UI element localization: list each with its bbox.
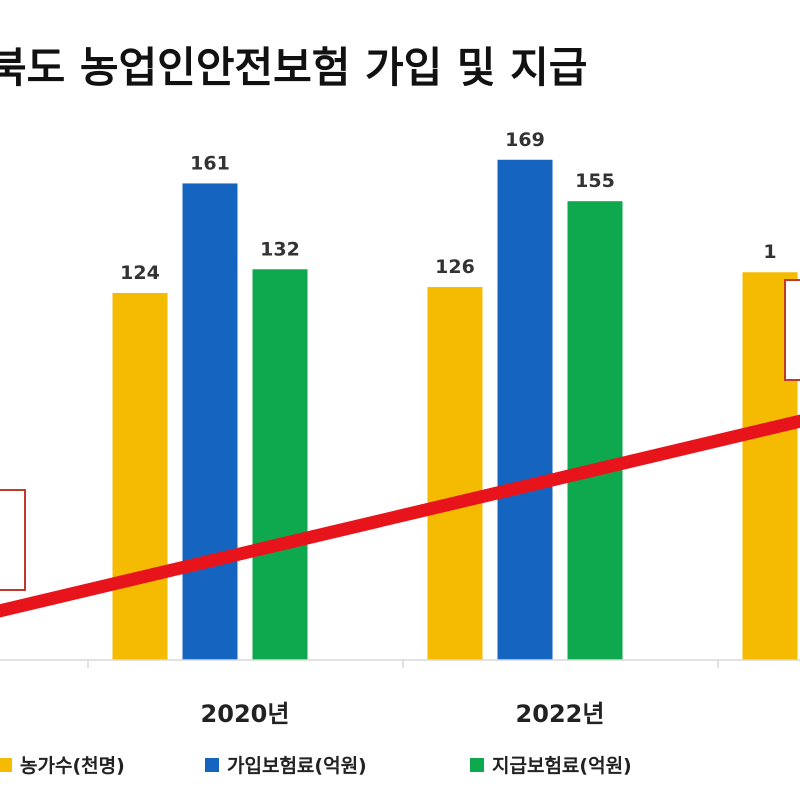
legend-swatch-0 xyxy=(0,758,12,772)
legend-label-2: 지급보험료(억원) xyxy=(492,755,632,777)
value-label-1-1: 161 xyxy=(190,152,230,174)
chart-title: 북도 농업인안전보험 가입 및 지급 xyxy=(0,43,587,92)
value-label-0-3: 1 xyxy=(763,241,776,263)
bar-2-1 xyxy=(252,269,308,660)
annotation-box-left xyxy=(0,489,26,591)
value-label-2-1: 132 xyxy=(260,238,300,260)
bar-2-2 xyxy=(567,201,623,660)
value-label-0-1: 124 xyxy=(120,262,160,284)
value-label-2-2: 155 xyxy=(575,170,615,192)
category-label-2: 2022년 xyxy=(516,700,605,728)
category-labels-layer: 2020년 2022년 xyxy=(87,660,719,728)
annotation-layer xyxy=(0,279,800,591)
trend-line-layer xyxy=(0,414,800,618)
bar-0-1 xyxy=(112,292,168,660)
legend-swatch-2 xyxy=(470,758,484,772)
bars-layer xyxy=(112,159,798,660)
value-label-0-2: 126 xyxy=(435,256,475,278)
legend-swatch-1 xyxy=(205,758,219,772)
legend-label-1: 가입보험료(억원) xyxy=(227,755,367,777)
category-label-1: 2020년 xyxy=(201,700,290,728)
legend-label-0: 농가수(천명) xyxy=(20,755,125,777)
bar-1-1 xyxy=(182,183,238,660)
annotation-box-right xyxy=(784,279,800,381)
bar-1-2 xyxy=(497,159,553,660)
legend: 농가수(천명) 가입보험료(억원) 지급보험료(억원) xyxy=(0,755,632,777)
trend-line xyxy=(0,414,800,618)
value-labels-layer: 91241611321261691551 xyxy=(120,129,776,284)
bar-0-2 xyxy=(427,287,483,660)
value-label-1-2: 169 xyxy=(505,129,545,151)
